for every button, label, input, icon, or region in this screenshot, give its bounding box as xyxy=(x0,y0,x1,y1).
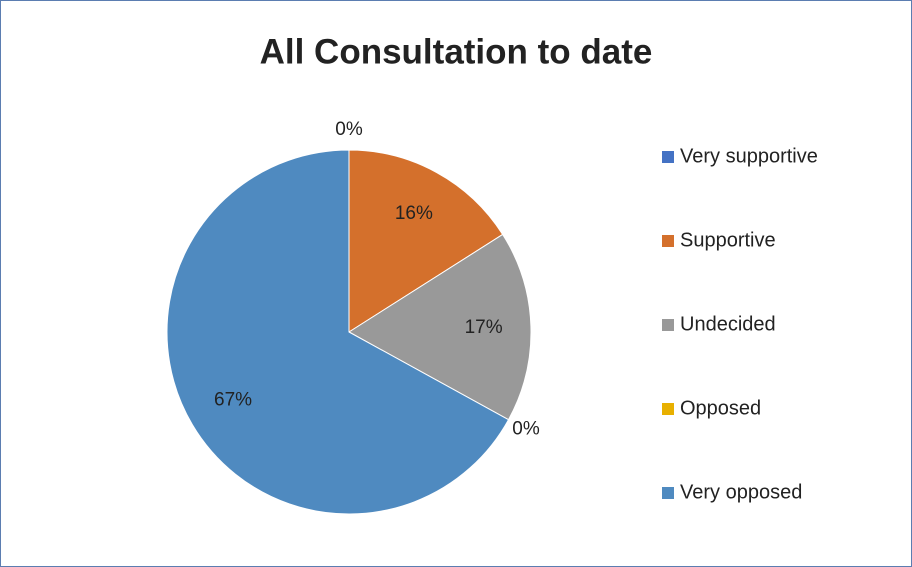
pie-slice xyxy=(166,149,510,515)
legend-swatch xyxy=(662,235,674,247)
data-label: 0% xyxy=(512,418,540,439)
legend-label: Very opposed xyxy=(680,481,802,503)
legend-label: Supportive xyxy=(680,229,776,251)
legend-label: Very supportive xyxy=(680,145,818,167)
data-label: 67% xyxy=(214,390,252,411)
data-label: 0% xyxy=(335,119,363,140)
legend-swatch xyxy=(662,403,674,415)
chart-title: All Consultation to date xyxy=(260,32,653,71)
data-label: 16% xyxy=(395,203,433,224)
legend-swatch xyxy=(662,487,674,499)
pie-slice xyxy=(348,233,532,421)
pie-slice xyxy=(348,149,504,333)
legend-label: Undecided xyxy=(680,313,776,335)
legend-label: Opposed xyxy=(680,397,761,419)
data-label: 17% xyxy=(465,317,503,338)
legend-swatch xyxy=(662,151,674,163)
legend-swatch xyxy=(662,319,674,331)
